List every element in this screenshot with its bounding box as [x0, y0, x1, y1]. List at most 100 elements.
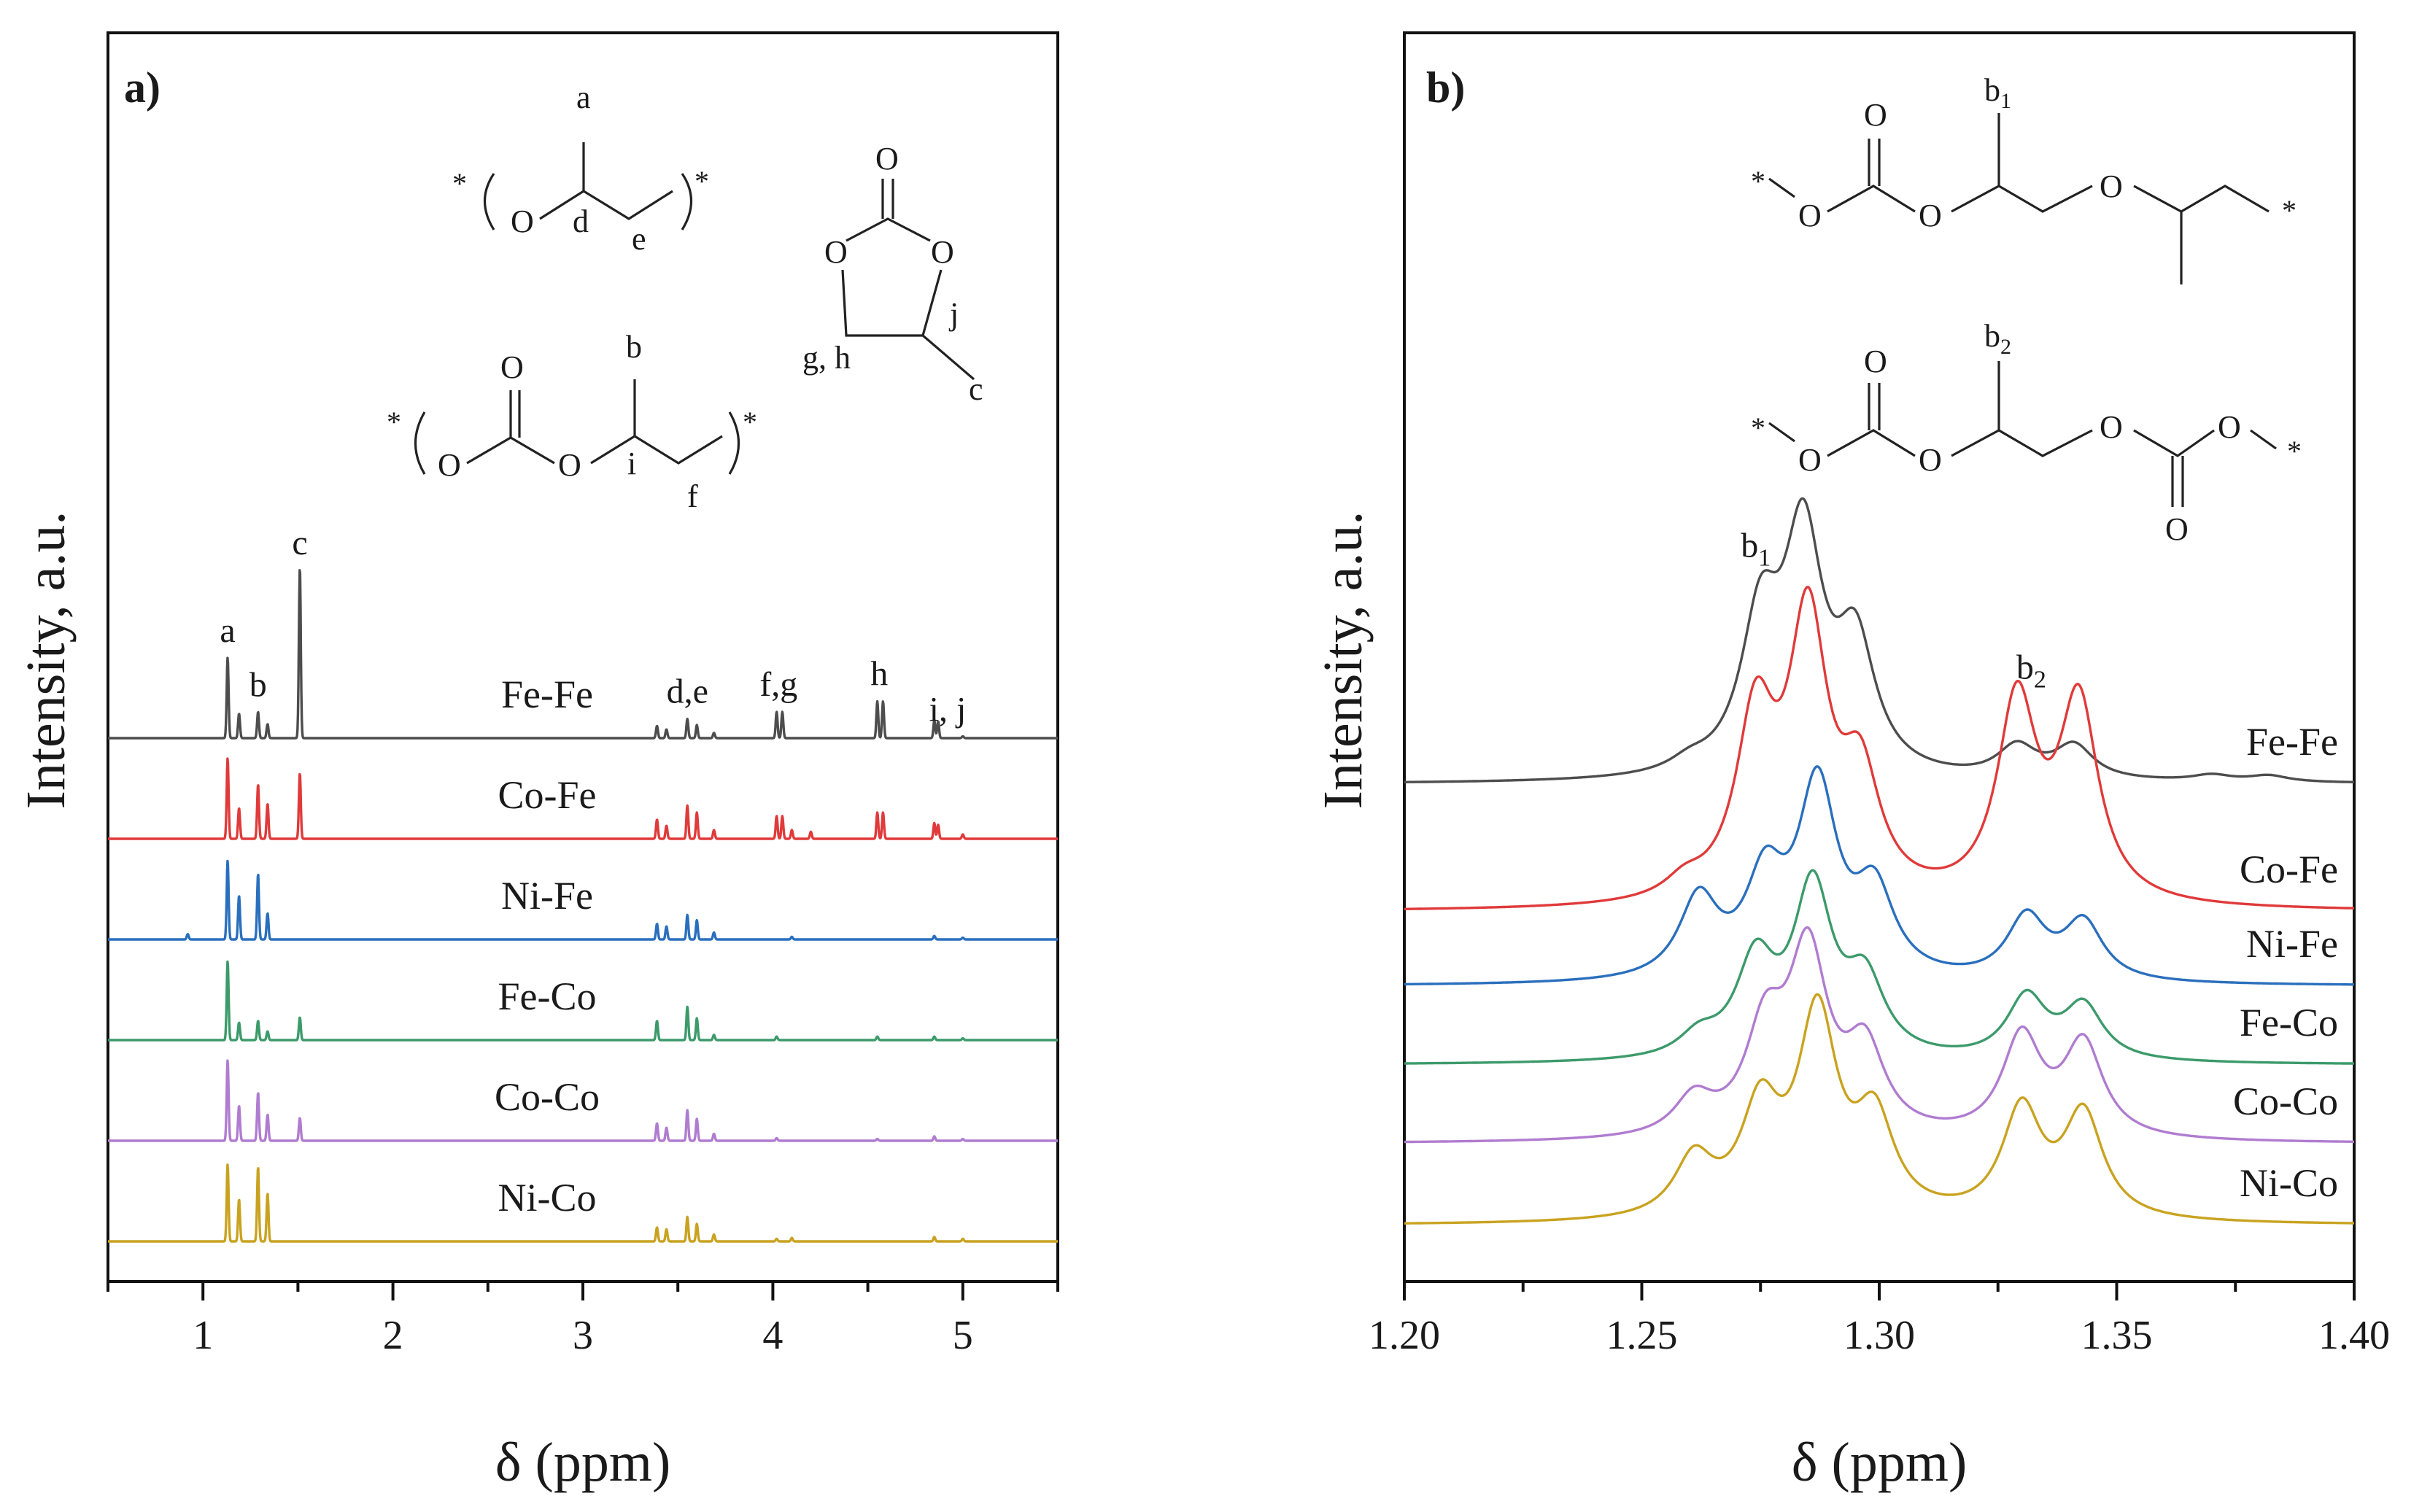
- cyclic-ring: [841, 179, 975, 381]
- peak-label-a: a: [220, 611, 235, 650]
- cyclic-label-c: c: [969, 371, 983, 407]
- series-label-ni-co: Ni-Co: [2240, 1161, 2338, 1205]
- trace-co-fe: [107, 757, 1059, 840]
- polyether-label-d: d: [573, 203, 589, 239]
- panel-b-frame: [1403, 31, 2356, 1283]
- b2-o-carbonyl-2: O: [2165, 511, 2189, 547]
- trace-fe-co: [107, 960, 1059, 1042]
- b2-star-left: *: [1751, 411, 1765, 444]
- b1-star-right: *: [2282, 194, 2297, 227]
- panel-b: b) Fe-Fe Co-Fe Ni-Fe Fe-Co Co-Co Ni-Co b1 b2 1…: [1312, 31, 2390, 1493]
- polyether-star-left: *: [452, 167, 467, 200]
- series-label-fe-co: Fe-Co: [498, 974, 597, 1018]
- polyether-label-e: e: [632, 221, 646, 257]
- x-tick-label-1.25: 1.25: [1606, 1313, 1678, 1358]
- b1-star-left: *: [1751, 165, 1765, 198]
- x-tick-label-1.40: 1.40: [2318, 1313, 2390, 1358]
- cyclic-carbonate-structure: O O O g, h j c: [802, 141, 983, 407]
- trace-ni-fe: [107, 859, 1059, 941]
- panel-a-ylabel: Intensity, a.u.: [15, 511, 77, 810]
- x-tick-label-1.35: 1.35: [2081, 1313, 2153, 1358]
- polycarbonate-label-f: f: [687, 478, 698, 514]
- x-tick-label-3: 3: [573, 1313, 593, 1358]
- cyclic-label-gh: g, h: [802, 340, 851, 376]
- series-label-fe-fe: Fe-Fe: [2246, 720, 2338, 764]
- b2-o1: O: [1798, 442, 1822, 478]
- b2-chain: [1768, 361, 2277, 507]
- panel-a-xlabel: δ (ppm): [495, 1432, 671, 1493]
- panel-b-xlabel: δ (ppm): [1792, 1432, 1968, 1493]
- peak-label-b: b: [249, 666, 267, 705]
- peak-label-fg: f,g: [759, 665, 797, 704]
- polyether-bracket-right: [681, 173, 693, 230]
- polyether-chain: [539, 142, 673, 220]
- b2-structure: b2 * O O O O O O *: [1751, 318, 2302, 547]
- peak-label-de: d,e: [667, 672, 708, 711]
- panel-b-ylabel: Intensity, a.u.: [1312, 511, 1374, 810]
- panel-a-peak-labels: ab c d,e f,g h i, j: [220, 524, 966, 729]
- b2-o4: O: [2218, 409, 2241, 445]
- b2-o2: O: [1919, 442, 1942, 478]
- trace-co-co: [107, 1059, 1059, 1142]
- b1-o3: O: [2100, 168, 2123, 204]
- b2-label: b2: [1984, 318, 2011, 359]
- polycarbonate-structure: * O O O b i f *: [387, 329, 757, 514]
- polycarbonate-chain: [466, 379, 723, 465]
- polycarbonate-o2: O: [558, 447, 581, 483]
- series-label-ni-fe: Ni-Fe: [2246, 922, 2338, 966]
- panel-b-series-labels: Fe-Fe Co-Fe Ni-Fe Fe-Co Co-Co Ni-Co: [2233, 720, 2338, 1205]
- panel-b-x-ticks: 1.20 1.25 1.30 1.35 1.40: [1369, 1282, 2390, 1358]
- polyether-bracket-left: [483, 173, 495, 230]
- trace-ni-co: [107, 1163, 1059, 1243]
- b1-label: b1: [1984, 72, 2011, 113]
- trace-ni-co: [1404, 993, 2355, 1225]
- panel-b-traces: [1404, 497, 2355, 1225]
- polyether-oxygen: O: [511, 203, 534, 239]
- trace-co-co: [1404, 926, 2355, 1144]
- panel-a-label: a): [124, 63, 160, 112]
- b1-chain: [1768, 113, 2270, 284]
- panel-a-traces: [107, 569, 1059, 1243]
- polycarbonate-bracket-right: [728, 411, 740, 475]
- cyclic-o-left: O: [824, 234, 848, 270]
- peak-label-b1: b1: [1741, 527, 1771, 572]
- cyclic-o-right: O: [931, 234, 954, 270]
- x-tick-label-1.20: 1.20: [1369, 1313, 1440, 1358]
- b1-o-carbonyl: O: [1864, 97, 1887, 133]
- series-label-co-co: Co-Co: [2233, 1079, 2338, 1123]
- peak-label-c: c: [292, 524, 307, 562]
- trace-fe-fe: [107, 569, 1059, 740]
- b1-o1: O: [1798, 198, 1822, 233]
- x-tick-label-4: 4: [762, 1313, 783, 1358]
- series-label-co-fe: Co-Fe: [498, 773, 597, 817]
- series-label-co-fe: Co-Fe: [2240, 848, 2338, 891]
- trace-co-fe: [1404, 586, 2355, 910]
- panel-b-label: b): [1426, 63, 1465, 112]
- cyclic-label-j: j: [948, 296, 959, 332]
- peak-label-h: h: [870, 655, 888, 694]
- trace-fe-co: [1404, 869, 2355, 1065]
- b2-star-right: *: [2287, 435, 2302, 468]
- trace-ni-fe: [1404, 765, 2355, 986]
- series-label-ni-co: Ni-Co: [498, 1176, 597, 1220]
- polycarbonate-star-left: *: [387, 406, 401, 438]
- polycarbonate-bracket-left: [414, 411, 426, 475]
- polyether-star-right: *: [695, 165, 709, 198]
- polycarbonate-o1: O: [438, 447, 461, 483]
- polycarbonate-star-right: *: [743, 406, 757, 438]
- polyether-label-a: a: [576, 80, 591, 115]
- b2-o-carbonyl-1: O: [1864, 344, 1887, 379]
- x-tick-label-1.30: 1.30: [1843, 1313, 1915, 1358]
- series-label-fe-co: Fe-Co: [2240, 1001, 2338, 1044]
- peak-label-ij: i, j: [929, 691, 967, 729]
- b1-o2: O: [1919, 198, 1942, 233]
- series-label-co-co: Co-Co: [495, 1075, 600, 1119]
- b1-structure: b1 * O O O O *: [1751, 72, 2297, 284]
- polycarbonate-label-i: i: [627, 446, 636, 481]
- peak-label-b2: b2: [2016, 648, 2046, 694]
- x-tick-label-2: 2: [383, 1313, 403, 1358]
- b2-o3: O: [2100, 409, 2123, 445]
- polyether-structure: * O a d e *: [452, 80, 709, 257]
